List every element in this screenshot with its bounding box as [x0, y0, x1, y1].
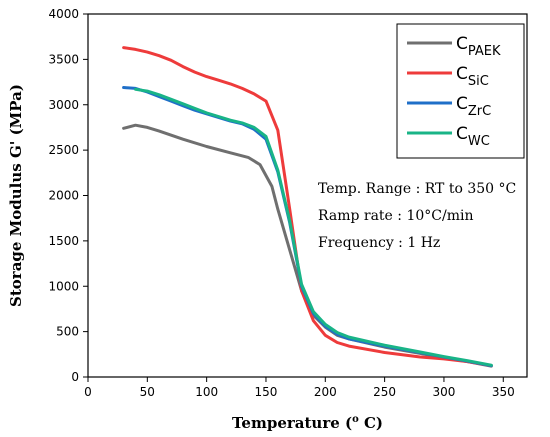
y-axis-title: Storage Modulus G' (MPa) [7, 84, 25, 307]
legend-label: CSiC [456, 64, 489, 89]
series-line-sic [122, 46, 493, 368]
annotation-text: Frequency : 1 Hz [318, 235, 440, 251]
legend: CPAEK CSiC CZrC CWC [396, 23, 525, 159]
legend-label: CPAEK [456, 34, 501, 59]
x-tick-label: 350 [492, 385, 515, 399]
y-tick-label: 1000 [48, 279, 79, 293]
y-tick-label: 500 [56, 325, 79, 339]
x-tick-label: 100 [195, 385, 218, 399]
annotation-text: Ramp rate : 10°C/min [318, 208, 473, 224]
plot-frame [87, 13, 528, 378]
series-line-wc [134, 87, 493, 367]
y-tick-label: 3500 [48, 52, 79, 66]
y-tick-label: 0 [71, 370, 79, 384]
x-tick-label: 0 [84, 385, 92, 399]
x-tick-label: 150 [255, 385, 278, 399]
y-tick-label: 3000 [48, 98, 79, 112]
series-lines [122, 46, 493, 368]
y-tick-label: 2500 [48, 143, 79, 157]
x-axis-title: Temperature (o C) [232, 414, 383, 432]
annotation-text: Temp. Range : RT to 350 °C [318, 181, 516, 197]
y-tick-label: 2000 [48, 189, 79, 203]
x-tick-label: 50 [140, 385, 155, 399]
legend-box [396, 23, 525, 159]
x-tick-label: 300 [432, 385, 455, 399]
y-tick-label: 4000 [48, 7, 79, 21]
ticks: 0 50 100 150 200 250 300 3500500100015002000250… [48, 7, 514, 399]
x-tick-label: 250 [373, 385, 396, 399]
annotations: Temp. Range : RT to 350 °C Ramp rate : 10… [318, 181, 516, 251]
legend-label: CWC [456, 124, 490, 149]
y-tick-label: 1500 [48, 234, 79, 248]
x-tick-label: 200 [314, 385, 337, 399]
legend-label: CZrC [456, 94, 491, 119]
